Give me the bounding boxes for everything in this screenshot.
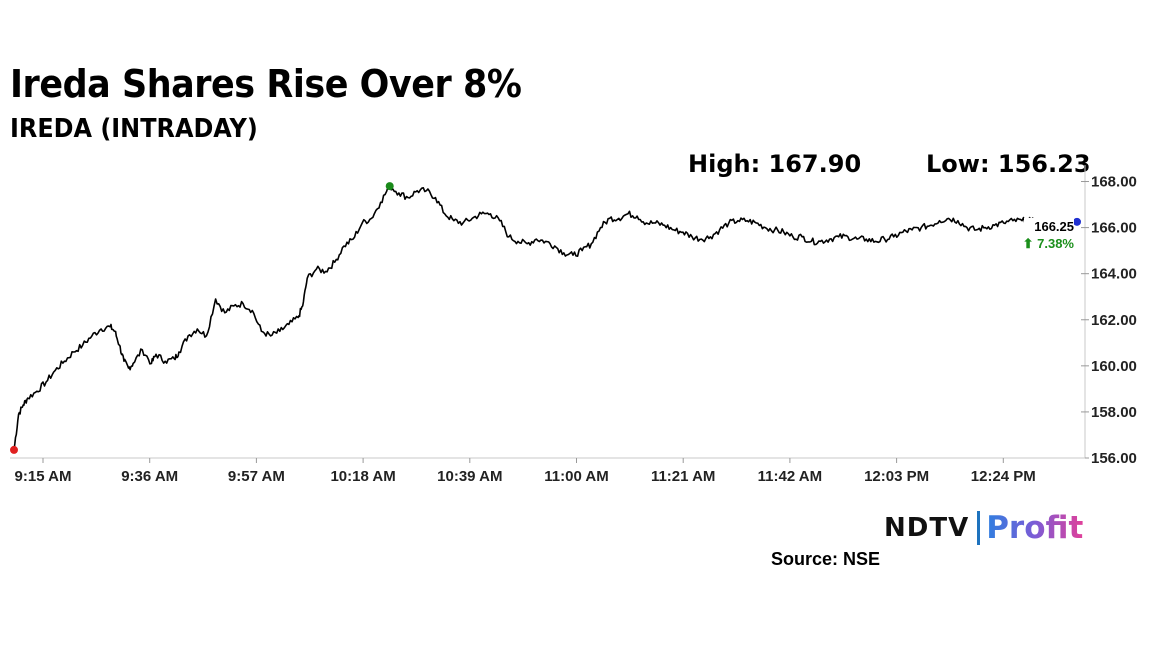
y-tick-label: 162.00 [1091,312,1137,329]
logo-separator [977,511,981,545]
open-marker [10,445,18,454]
x-tick-label: 10:18 AM [330,468,395,485]
logo-ndtv-text: NDTV [884,513,970,543]
page-title: Ireda Shares Rise Over 8% [10,62,522,106]
source-note: Source: NSE [771,549,881,569]
x-tick-label: 12:24 PM [971,468,1036,485]
chart-subtitle: IREDA (INTRADAY) [10,114,258,144]
y-tick-label: 156.00 [1091,450,1137,467]
change-percent-label: ⬆ 7.38% [1023,236,1075,251]
last-marker [1073,217,1081,226]
x-tick-label: 9:15 AM [15,468,72,485]
x-tick-label: 11:42 AM [758,468,822,485]
y-axis: 156.00 158.00 160.00 162.00 164.00 166.00 168.… [1081,165,1137,467]
high-marker [385,182,394,191]
markers-layer [10,182,1081,454]
x-tick-label: 9:36 AM [121,468,178,485]
y-tick-label: 168.00 [1091,174,1137,191]
y-tick-label: 164.00 [1091,266,1137,283]
last-price-bg [1024,217,1074,234]
x-tick-label: 12:03 PM [864,468,929,485]
logo-profit-text: Profit [986,510,1084,546]
x-tick-label: 10:39 AM [437,468,502,485]
y-tick-label: 160.00 [1091,358,1137,375]
low-stat: Low: 156.23 [926,150,1091,178]
high-stat: High: 167.90 [688,150,862,178]
annotations-layer: 166.25 ⬆ 7.38% [1023,217,1075,251]
y-tick-label: 166.00 [1091,220,1137,237]
x-tick-label: 9:57 AM [228,468,285,485]
last-price-label: 166.25 [1034,219,1074,234]
y-tick-label: 158.00 [1091,404,1137,421]
series-layer [13,185,1078,451]
price-line [13,185,1078,451]
x-tick-label: 11:00 AM [544,468,608,485]
ndtv-profit-logo: NDTV Profit [884,508,1083,548]
x-tick-label: 11:21 AM [651,468,715,485]
x-axis: 9:15 AM 9:36 AM 9:57 AM 10:18 AM 10:39 AM 11:… [10,457,1085,485]
